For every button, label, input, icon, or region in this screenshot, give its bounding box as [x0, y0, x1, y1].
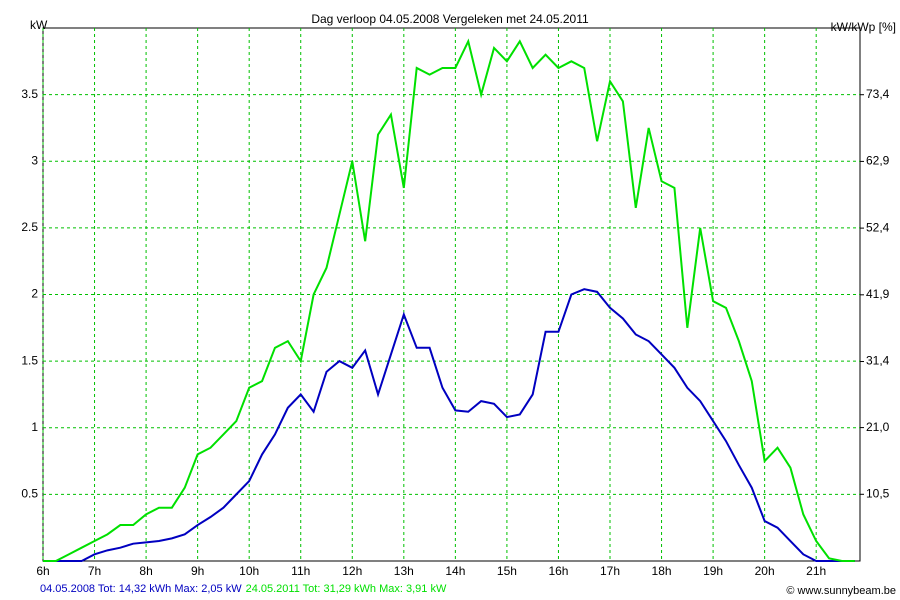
y2-tick-label: 62,9 — [866, 154, 890, 168]
legend-entry: 04.05.2008 Tot: 14,32 kWh Max: 2,05 kW — [40, 583, 242, 595]
series-line — [43, 288, 855, 562]
series-line — [43, 38, 855, 562]
y2-tick-label: 21,0 — [866, 420, 890, 434]
y-tick-label: 2.5 — [21, 220, 38, 234]
chart-title: Dag verloop 04.05.2008 Vergeleken met 24… — [311, 12, 589, 26]
x-tick-label: 18h — [652, 564, 672, 578]
y-tick-label: 3 — [31, 153, 38, 167]
credit: © www.sunnybeam.be — [786, 585, 896, 597]
y2-tick-label: 31,4 — [866, 354, 890, 368]
legend-entry: 24.05.2011 Tot: 31,29 kWh Max: 3,91 kW — [246, 583, 447, 595]
x-tick-label: 16h — [548, 564, 568, 578]
y2-tick-label: 41,9 — [866, 287, 890, 301]
x-tick-label: 19h — [703, 564, 723, 578]
x-tick-label: 13h — [394, 564, 414, 578]
y2-tick-label: 52,4 — [866, 220, 890, 234]
y-tick-label: 1.5 — [21, 353, 38, 367]
x-tick-label: 12h — [342, 564, 362, 578]
y2-tick-label: 73,4 — [866, 87, 890, 101]
y2-axis-label: kW/kWp [%] — [831, 20, 896, 34]
x-tick-label: 17h — [600, 564, 620, 578]
x-tick-label: 10h — [239, 564, 259, 578]
x-tick-label: 14h — [445, 564, 465, 578]
y-tick-label: 0.5 — [21, 487, 38, 501]
x-tick-label: 21h — [806, 564, 826, 578]
x-tick-label: 8h — [139, 564, 152, 578]
y-tick-label: 1 — [31, 420, 38, 434]
x-tick-label: 9h — [191, 564, 204, 578]
x-tick-label: 7h — [88, 564, 101, 578]
y2-tick-label: 10,5 — [866, 486, 890, 500]
y-tick-label: 2 — [31, 287, 38, 301]
x-tick-label: 6h — [36, 564, 49, 578]
x-tick-label: 15h — [497, 564, 517, 578]
y-tick-label: 3.5 — [21, 87, 38, 101]
x-tick-label: 11h — [291, 564, 310, 578]
x-tick-label: 20h — [755, 564, 775, 578]
y-axis-label: kW — [30, 18, 48, 32]
